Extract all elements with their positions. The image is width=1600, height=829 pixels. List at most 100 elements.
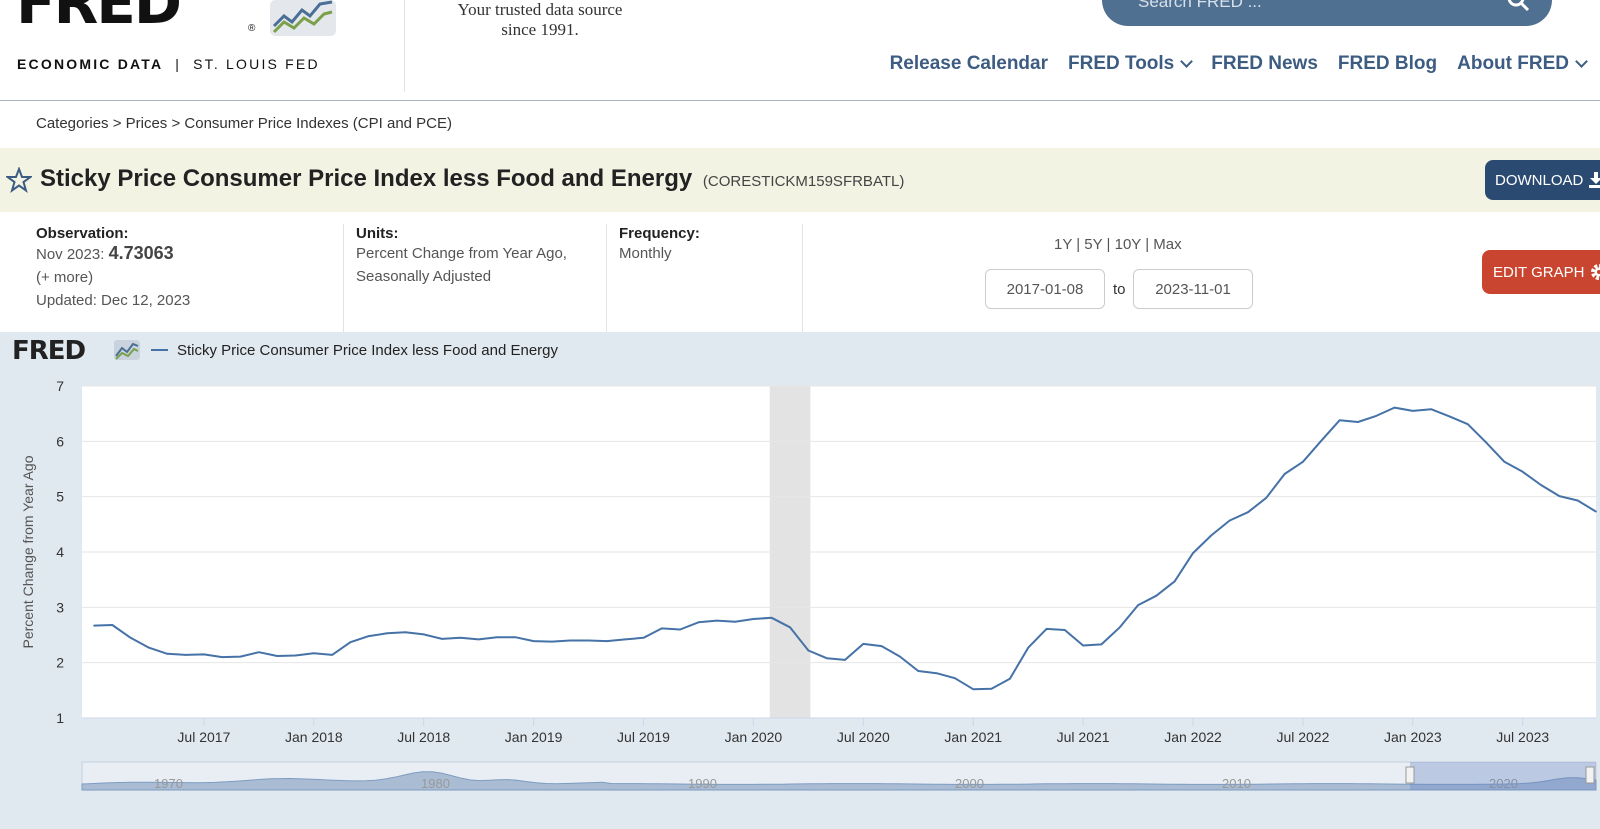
- x-tick-label: Jul 2020: [837, 729, 890, 745]
- data-point: [551, 640, 553, 643]
- data-point: [917, 670, 920, 672]
- navigator-selection: [1410, 762, 1596, 790]
- data-point: [1118, 626, 1121, 629]
- breadcrumb[interactable]: Categories > Prices > Consumer Price Ind…: [36, 115, 453, 132]
- chart-logo-line-blue: [115, 342, 139, 357]
- data-point: [111, 624, 114, 626]
- header-divider: [404, 0, 405, 92]
- data-point: [954, 677, 956, 679]
- y-axis-label: Percent Change from Year Ago: [20, 455, 36, 648]
- data-point: [93, 624, 95, 627]
- data-point: [514, 636, 517, 639]
- navigator-year-label: 2000: [955, 776, 984, 791]
- nav-about-fred[interactable]: About FRED: [1457, 53, 1588, 75]
- download-button[interactable]: DOWNLOAD: [1485, 160, 1600, 200]
- data-point: [624, 638, 626, 641]
- navigator-year-label: 1970: [154, 776, 183, 791]
- data-point: [1320, 439, 1323, 442]
- edit-graph-button[interactable]: EDIT GRAPH: [1482, 250, 1600, 294]
- data-point: [972, 688, 975, 691]
- data-point: [752, 618, 755, 620]
- chart-fred-logo: FRED: [12, 336, 86, 366]
- x-tick-label: Jan 2020: [725, 729, 783, 745]
- data-point: [148, 646, 150, 649]
- x-tick-label: Jul 2018: [397, 729, 450, 745]
- nav-fred-blog[interactable]: FRED Blog: [1337, 53, 1438, 74]
- data-point: [1045, 628, 1048, 630]
- frequency-label: Frequency:: [619, 225, 700, 242]
- data-point: [496, 636, 498, 639]
- nav-fred-news[interactable]: FRED News: [1211, 53, 1318, 74]
- data-point: [1064, 629, 1066, 631]
- logo-subtitle: ECONOMIC DATA | ST. LOUIS FED: [17, 56, 320, 72]
- data-point: [1155, 594, 1158, 597]
- more-link[interactable]: (+ more): [36, 269, 94, 286]
- data-point: [770, 617, 773, 619]
- chevron-down-icon: [1180, 55, 1194, 68]
- info-divider: [343, 224, 344, 332]
- nav-fred-tools[interactable]: FRED Tools: [1068, 53, 1194, 75]
- fred-logo[interactable]: FRED: [16, 0, 182, 37]
- end-date-input[interactable]: [1133, 269, 1253, 309]
- frequency-block: Frequency: Monthly: [619, 212, 700, 332]
- search-bar[interactable]: Search FRED ...: [1102, 0, 1552, 26]
- search-input[interactable]: Search FRED ...: [1138, 0, 1262, 11]
- data-point: [880, 645, 883, 647]
- graph-panel: FRED Sticky Price Consumer Price Index le…: [0, 332, 1600, 829]
- star-icon[interactable]: [6, 167, 32, 193]
- y-tick-label: 5: [56, 489, 64, 505]
- x-tick-label: Jul 2021: [1057, 729, 1110, 745]
- data-point: [166, 653, 169, 655]
- data-point: [1265, 496, 1268, 499]
- data-point: [642, 636, 645, 639]
- y-tick-label: 3: [56, 599, 64, 615]
- navigator-year-label: 1980: [421, 776, 450, 791]
- data-point: [1485, 441, 1487, 444]
- tagline: Your trusted data source since 1991.: [457, 0, 623, 39]
- data-point: [331, 654, 333, 656]
- data-point: [532, 640, 535, 642]
- data-point: [1173, 580, 1176, 583]
- search-icon[interactable]: [1506, 0, 1530, 12]
- data-point: [239, 655, 242, 658]
- data-point: [1027, 646, 1029, 649]
- data-point: [789, 626, 791, 629]
- data-point: [569, 639, 572, 642]
- x-tick-label: Jul 2019: [617, 729, 670, 745]
- range-links[interactable]: 1Y | 5Y | 10Y | Max: [1054, 236, 1182, 253]
- data-point: [825, 657, 828, 660]
- observation-block: Observation: Nov 2023: 4.73063 (+ more) …: [36, 212, 190, 332]
- data-point: [349, 641, 352, 643]
- data-point: [276, 655, 278, 657]
- data-point: [935, 672, 938, 674]
- registered-mark: ®: [248, 23, 256, 34]
- data-point: [587, 639, 590, 642]
- data-point: [1228, 519, 1231, 522]
- x-tick-label: Jan 2022: [1164, 729, 1222, 745]
- data-point: [459, 636, 462, 639]
- data-point: [1137, 604, 1139, 606]
- nav-release-calendar[interactable]: Release Calendar: [889, 53, 1048, 74]
- observation-value-line: Nov 2023: 4.73063: [36, 243, 174, 263]
- series-id: (CORESTICKM159SFRBATL): [702, 173, 905, 190]
- data-point: [862, 643, 865, 645]
- navigator-year-label: 2010: [1222, 776, 1251, 791]
- data-point: [386, 632, 388, 635]
- data-point: [1412, 410, 1414, 412]
- download-icon: [1589, 172, 1600, 188]
- data-point: [697, 621, 700, 624]
- data-point: [1100, 643, 1103, 646]
- data-point: [899, 655, 901, 658]
- x-tick-label: Jan 2018: [285, 729, 343, 745]
- page-title: Sticky Price Consumer Price Index less F…: [40, 165, 905, 192]
- x-tick-label: Jul 2022: [1276, 729, 1329, 745]
- chart-logo-icon: [114, 340, 140, 360]
- line-chart[interactable]: FRED Sticky Price Consumer Price Index le…: [0, 332, 1600, 829]
- series-title-bar: Sticky Price Consumer Price Index less F…: [0, 148, 1600, 212]
- start-date-input[interactable]: [985, 269, 1105, 309]
- data-point: [715, 619, 718, 622]
- site-header: FRED ® ECONOMIC DATA | ST. LOUIS FED Your …: [0, 0, 1600, 101]
- chevron-down-icon: [1575, 55, 1588, 68]
- y-tick-label: 7: [56, 378, 64, 394]
- data-point: [661, 627, 663, 630]
